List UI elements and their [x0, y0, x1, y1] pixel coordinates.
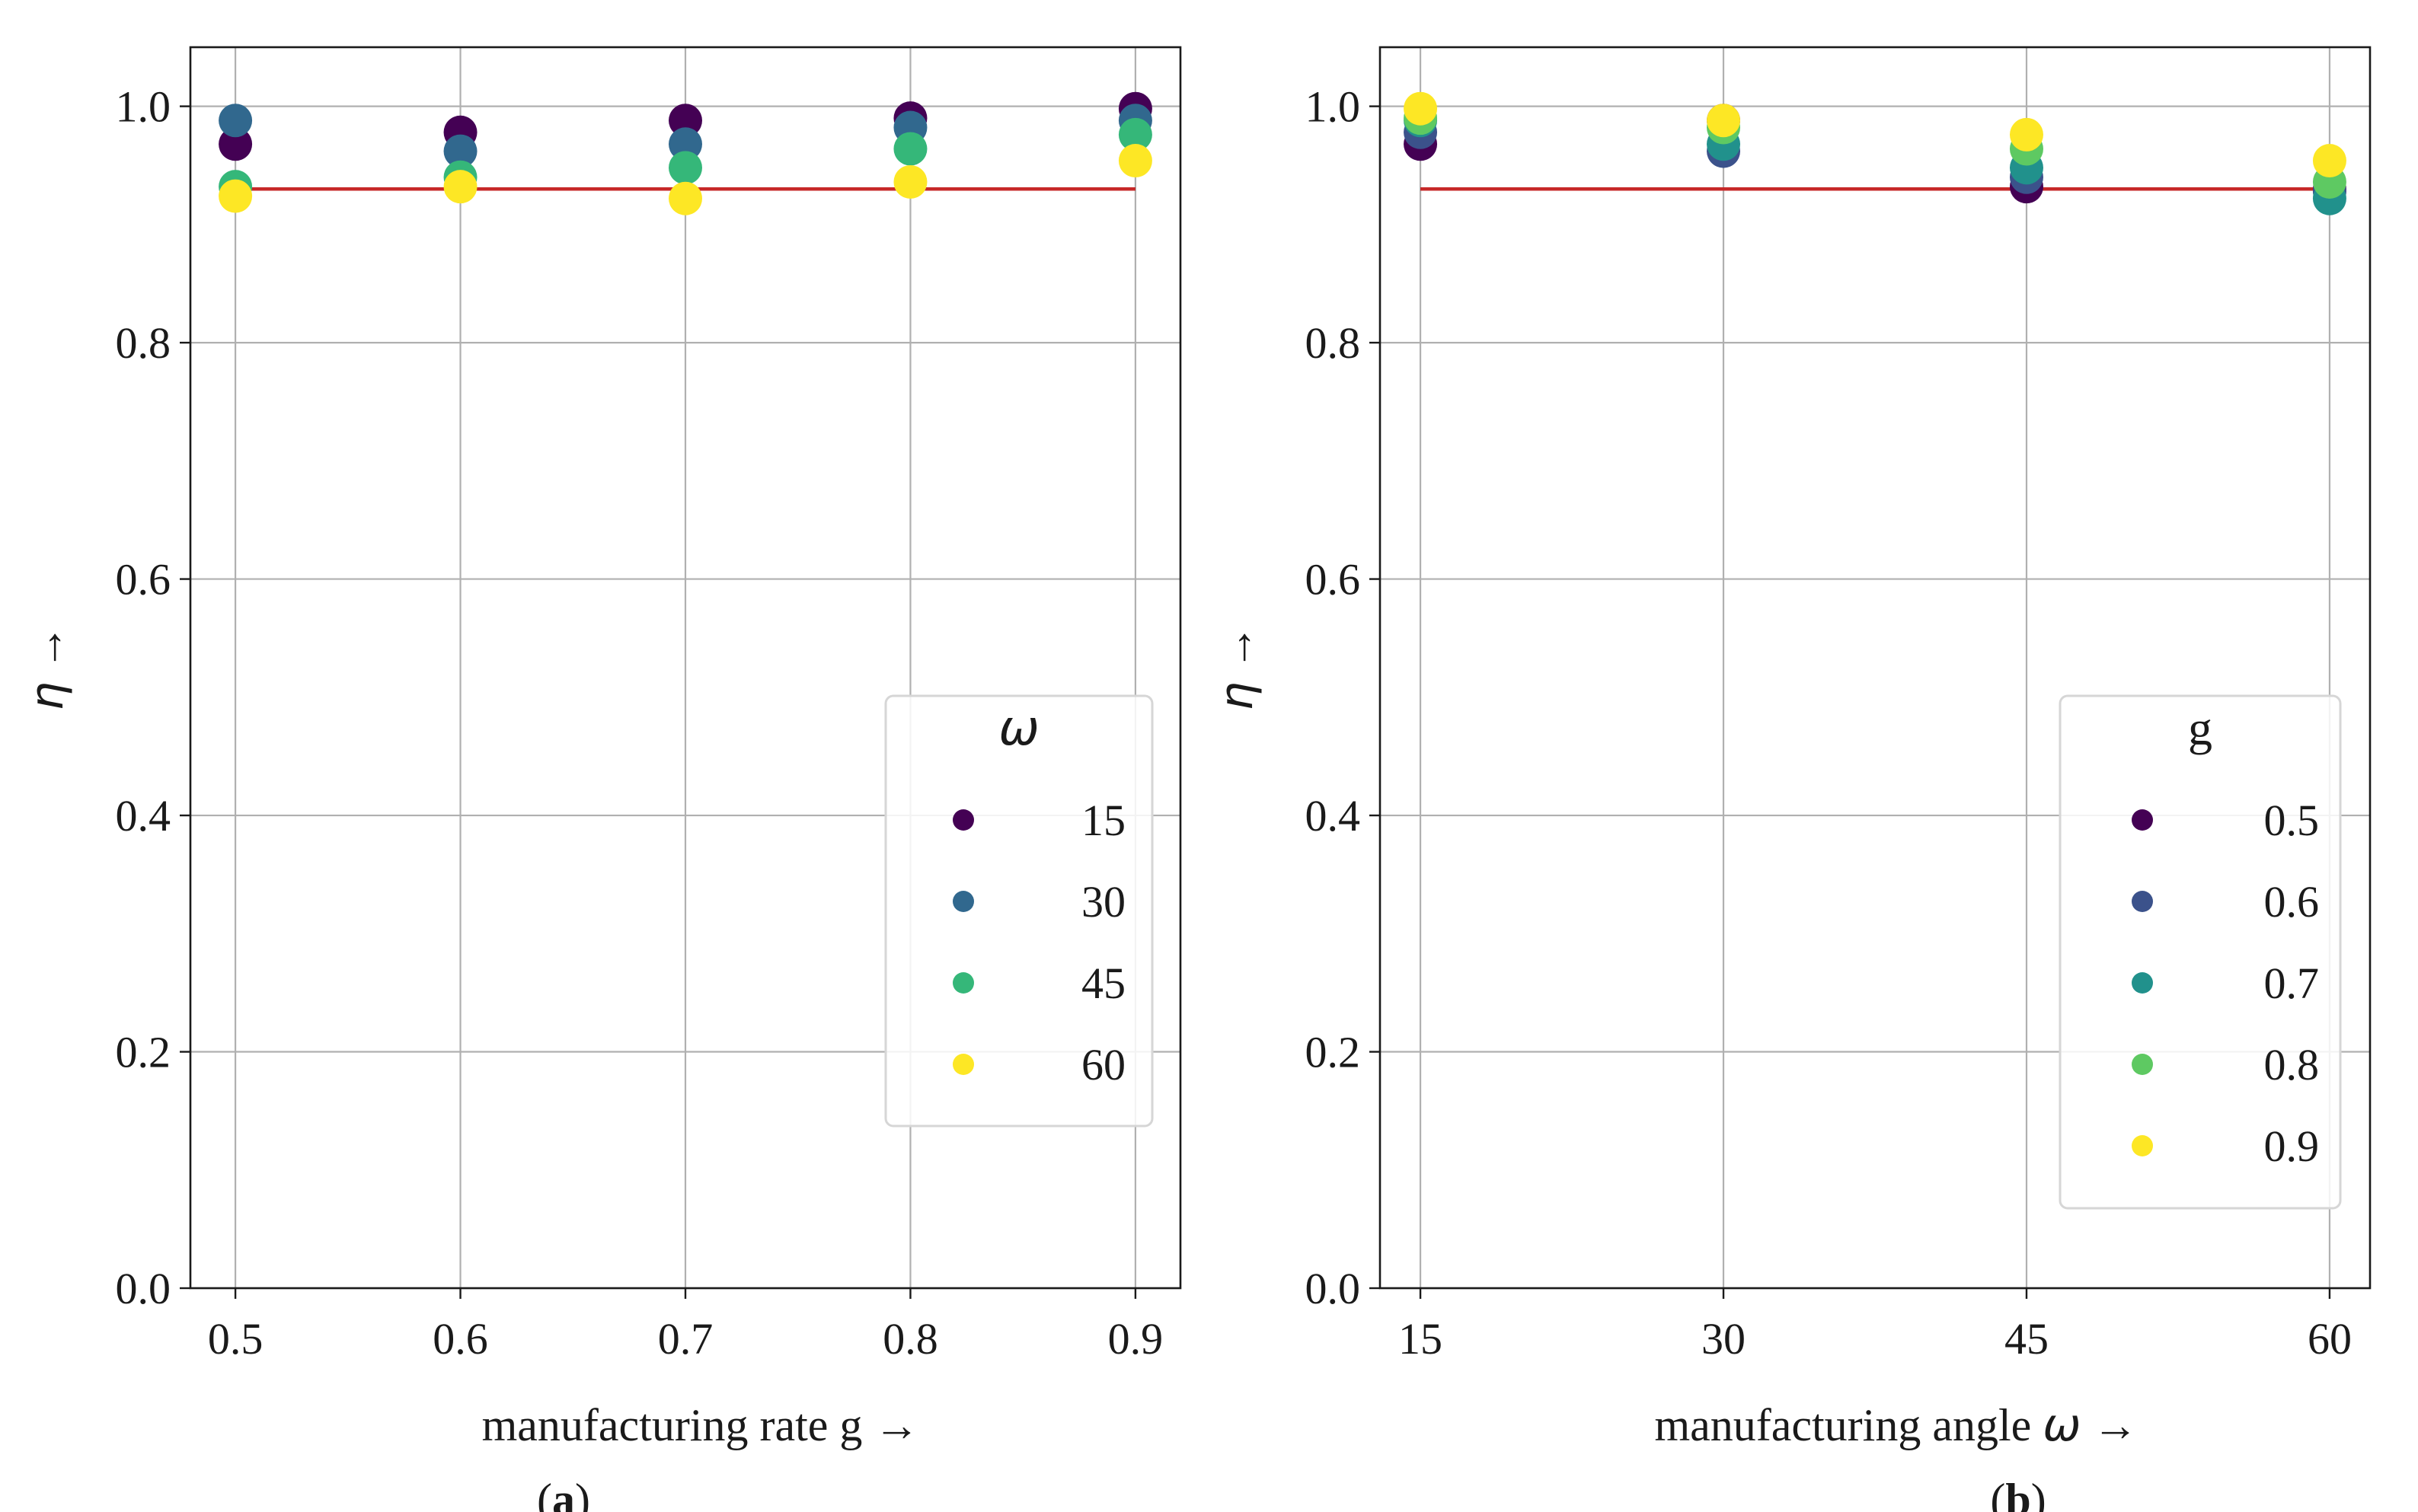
panel-b-y-axis-symbol: η: [1210, 681, 1263, 710]
panel-a-caption-part: a: [552, 1475, 575, 1512]
panel-a-x-tick-label: 0.7: [658, 1314, 714, 1364]
panel-b-legend-marker: [2132, 972, 2153, 994]
panel-a-point-series-60: [443, 170, 478, 204]
panel-b-plot-frame: [1378, 46, 2372, 1290]
panel-a-point-series-60: [1118, 144, 1152, 178]
panel-a-y-tick-label: 0.0: [116, 1264, 171, 1313]
panel-b-legend-box: [2059, 694, 2342, 1210]
panel-a-point-series-15: [669, 104, 702, 138]
panel-a-legend-marker: [953, 891, 974, 912]
panel-b-caption-part: b: [2005, 1475, 2030, 1512]
panel-b-legend-marker: [2132, 809, 2153, 831]
panel-b-legend-label: 0.8: [2264, 1040, 2320, 1089]
panel-a-caption-part: ): [575, 1475, 590, 1512]
panel-b-points: [1404, 91, 2346, 215]
panel-a-x-tick-label: 0.5: [208, 1314, 264, 1364]
panel-b-chart: 15 30 45 600.00.20.40.60.81.0η →manufacturi…: [1210, 46, 2372, 1512]
panel-b-point-series-0_9: [1707, 104, 1741, 138]
panel-b-legend-marker: [2132, 1135, 2153, 1156]
panel-b-legend-marker: [2132, 891, 2153, 912]
panel-b-y-tick-label: 0.0: [1305, 1264, 1361, 1313]
panel-a-caption-part: (: [537, 1475, 552, 1512]
panel-a-point-series-45: [669, 151, 702, 185]
panel-b-legend-label: 0.7: [2264, 959, 2320, 1008]
panel-a-legend-box: [884, 694, 1154, 1128]
panel-a-y-axis-label: η →: [21, 624, 74, 710]
panel-b-legend-title: g: [2188, 701, 2212, 755]
panel-b-y-tick-label: 0.6: [1305, 555, 1361, 604]
panel-a-x-tick-label: 0.8: [883, 1314, 938, 1364]
panel-a-chart: 0.5 0.6 0.7 0.8 0.90.00.20.40.60.81.0η →manu…: [21, 46, 1182, 1512]
panel-b-x-tick-label: 60: [2308, 1314, 2352, 1364]
panel-a-legend-label: 15: [1081, 796, 1126, 845]
panel-a-y-tick-label: 0.8: [116, 318, 171, 368]
panel-a-y-tick-label: 0.6: [116, 555, 171, 604]
panel-b-y-axis-arrow: →: [1212, 624, 1262, 681]
panel-a-y-tick-label: 0.4: [116, 791, 171, 841]
panel-b-caption-part: (: [1990, 1475, 2005, 1512]
panel-a-y-axis-arrow: →: [22, 624, 72, 681]
panel-a-y-axis-symbol: η: [21, 681, 74, 710]
panel-b-x-tick-label: 30: [1701, 1314, 1746, 1364]
panel-b-legend-label: 0.5: [2264, 796, 2320, 845]
panel-a-points: [219, 91, 1152, 215]
panel-a-x-axis-text: manufacturing rate g: [482, 1400, 874, 1450]
panel-b-legend-label: 0.6: [2264, 877, 2320, 927]
panel-b-point-series-0_9: [1404, 91, 1438, 126]
panel-b-x-axis-symbol: ω: [2043, 1399, 2081, 1452]
panel-a-legend-marker: [953, 972, 974, 994]
panel-a-x-tick-label: 0.6: [433, 1314, 488, 1364]
panel-b-x-axis-text: manufacturing angle: [1654, 1400, 2043, 1450]
panel-b-y-axis-label: η →: [1210, 624, 1263, 710]
panel-b-y-tick-label: 0.2: [1305, 1028, 1361, 1077]
panel-b-legend-marker: [2132, 1054, 2153, 1075]
panel-a-legend-title: ω: [998, 700, 1040, 757]
panel-b-legend-label: 0.9: [2264, 1121, 2320, 1171]
panel-a-x-axis-arrow: →: [874, 1400, 919, 1450]
panel-a-legend-marker: [953, 1054, 974, 1075]
panel-b-x-tick-label: 45: [2004, 1314, 2049, 1364]
panel-a-point-series-30: [443, 134, 478, 168]
panel-a-y-tick-label: 1.0: [116, 82, 171, 132]
panel-b-caption: (b): [1990, 1475, 2046, 1512]
panel-a-point-series-30: [219, 104, 253, 138]
panel-a-legend-label: 45: [1081, 959, 1126, 1008]
panel-b-caption-part: ): [2031, 1475, 2046, 1512]
panel-a-legend: ω 15 30 45 60: [884, 694, 1154, 1128]
panel-b-point-series-0_9: [2009, 117, 2043, 152]
panel-a-legend-label: 30: [1081, 877, 1126, 927]
panel-a-point-series-60: [669, 181, 702, 215]
panel-a-point-series-15: [219, 127, 253, 161]
panel-a-legend-label: 60: [1081, 1040, 1126, 1089]
panel-a-x-axis-label: manufacturing rate g →: [482, 1400, 920, 1450]
panel-b-legend: g 0.5 0.6 0.7 0.8 0.9: [2059, 694, 2342, 1210]
panel-b-y-tick-label: 1.0: [1305, 82, 1361, 132]
panel-a-point-series-30: [669, 127, 702, 161]
panel-a-point-series-45: [1118, 117, 1152, 152]
panel-b-point-series-0_9: [2312, 144, 2346, 178]
panel-a-y-tick-label: 0.2: [116, 1028, 171, 1077]
panel-a-caption: (a): [537, 1475, 590, 1512]
panel-b-y-tick-label: 0.8: [1305, 318, 1361, 368]
panel-b-x-tick-label: 15: [1398, 1314, 1442, 1364]
panel-b-x-axis-arrow: →: [2081, 1400, 2139, 1450]
panel-a-legend-marker: [953, 809, 974, 831]
panel-b-x-axis-label: manufacturing angle ω →: [1654, 1399, 2138, 1452]
panel-a-point-series-45: [893, 132, 928, 166]
panel-b-y-tick-label: 0.4: [1305, 791, 1361, 841]
panel-a-point-series-60: [219, 179, 253, 213]
panel-a-x-tick-label: 0.9: [1108, 1314, 1164, 1364]
panel-a-point-series-60: [893, 164, 928, 199]
